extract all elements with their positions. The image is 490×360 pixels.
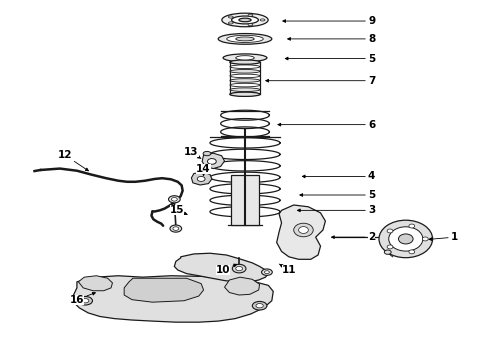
Bar: [231, 175, 259, 225]
Text: 3: 3: [297, 205, 375, 215]
Ellipse shape: [236, 56, 254, 60]
Ellipse shape: [230, 88, 260, 91]
Ellipse shape: [232, 16, 258, 24]
Ellipse shape: [248, 24, 253, 26]
Ellipse shape: [387, 229, 393, 233]
Ellipse shape: [252, 301, 267, 310]
Ellipse shape: [389, 227, 423, 251]
Polygon shape: [192, 172, 212, 185]
Ellipse shape: [230, 92, 260, 96]
Ellipse shape: [265, 271, 270, 274]
Text: 14: 14: [196, 164, 211, 175]
Ellipse shape: [169, 196, 180, 203]
Ellipse shape: [409, 250, 415, 254]
Ellipse shape: [236, 37, 254, 41]
Ellipse shape: [207, 158, 216, 164]
Ellipse shape: [228, 16, 233, 18]
Ellipse shape: [398, 234, 413, 244]
Ellipse shape: [230, 93, 260, 96]
Ellipse shape: [230, 69, 260, 73]
Ellipse shape: [228, 22, 233, 24]
Polygon shape: [174, 253, 269, 282]
Ellipse shape: [81, 298, 89, 303]
Ellipse shape: [230, 60, 260, 64]
Ellipse shape: [294, 223, 313, 237]
Ellipse shape: [262, 269, 272, 275]
Ellipse shape: [230, 74, 260, 78]
Ellipse shape: [379, 220, 433, 258]
Ellipse shape: [78, 296, 93, 305]
Text: 9: 9: [283, 16, 375, 26]
Ellipse shape: [422, 237, 428, 241]
Text: 10: 10: [216, 264, 237, 275]
Text: 15: 15: [170, 205, 187, 215]
Ellipse shape: [298, 226, 308, 233]
Text: 4: 4: [302, 171, 375, 181]
Ellipse shape: [223, 54, 267, 62]
Ellipse shape: [172, 198, 177, 201]
Ellipse shape: [230, 79, 260, 82]
Ellipse shape: [197, 176, 205, 181]
Ellipse shape: [227, 35, 263, 42]
Ellipse shape: [173, 227, 179, 230]
Text: 7: 7: [266, 76, 375, 86]
Text: 5: 5: [285, 54, 375, 64]
Ellipse shape: [384, 250, 391, 254]
Text: 12: 12: [57, 150, 88, 171]
Text: 8: 8: [288, 34, 375, 44]
Text: 16: 16: [70, 292, 96, 305]
Polygon shape: [78, 276, 113, 291]
Ellipse shape: [218, 33, 272, 44]
Ellipse shape: [256, 303, 263, 308]
Polygon shape: [202, 153, 224, 168]
Polygon shape: [277, 205, 325, 259]
Ellipse shape: [248, 14, 253, 16]
Ellipse shape: [203, 152, 211, 156]
Ellipse shape: [232, 264, 246, 273]
Text: 2: 2: [332, 232, 375, 242]
Ellipse shape: [230, 83, 260, 87]
Text: 6: 6: [278, 120, 375, 130]
Ellipse shape: [387, 245, 393, 249]
Ellipse shape: [236, 266, 243, 271]
Text: 5: 5: [300, 190, 375, 200]
Text: 1: 1: [429, 232, 458, 242]
Ellipse shape: [230, 65, 260, 68]
Polygon shape: [224, 277, 260, 295]
Text: 13: 13: [184, 147, 201, 159]
Ellipse shape: [409, 224, 415, 228]
Text: 11: 11: [279, 264, 296, 275]
Ellipse shape: [222, 13, 268, 27]
Ellipse shape: [239, 18, 251, 22]
Polygon shape: [74, 276, 273, 322]
Polygon shape: [124, 278, 203, 302]
Ellipse shape: [230, 60, 260, 64]
Ellipse shape: [170, 225, 182, 232]
Ellipse shape: [260, 19, 265, 21]
